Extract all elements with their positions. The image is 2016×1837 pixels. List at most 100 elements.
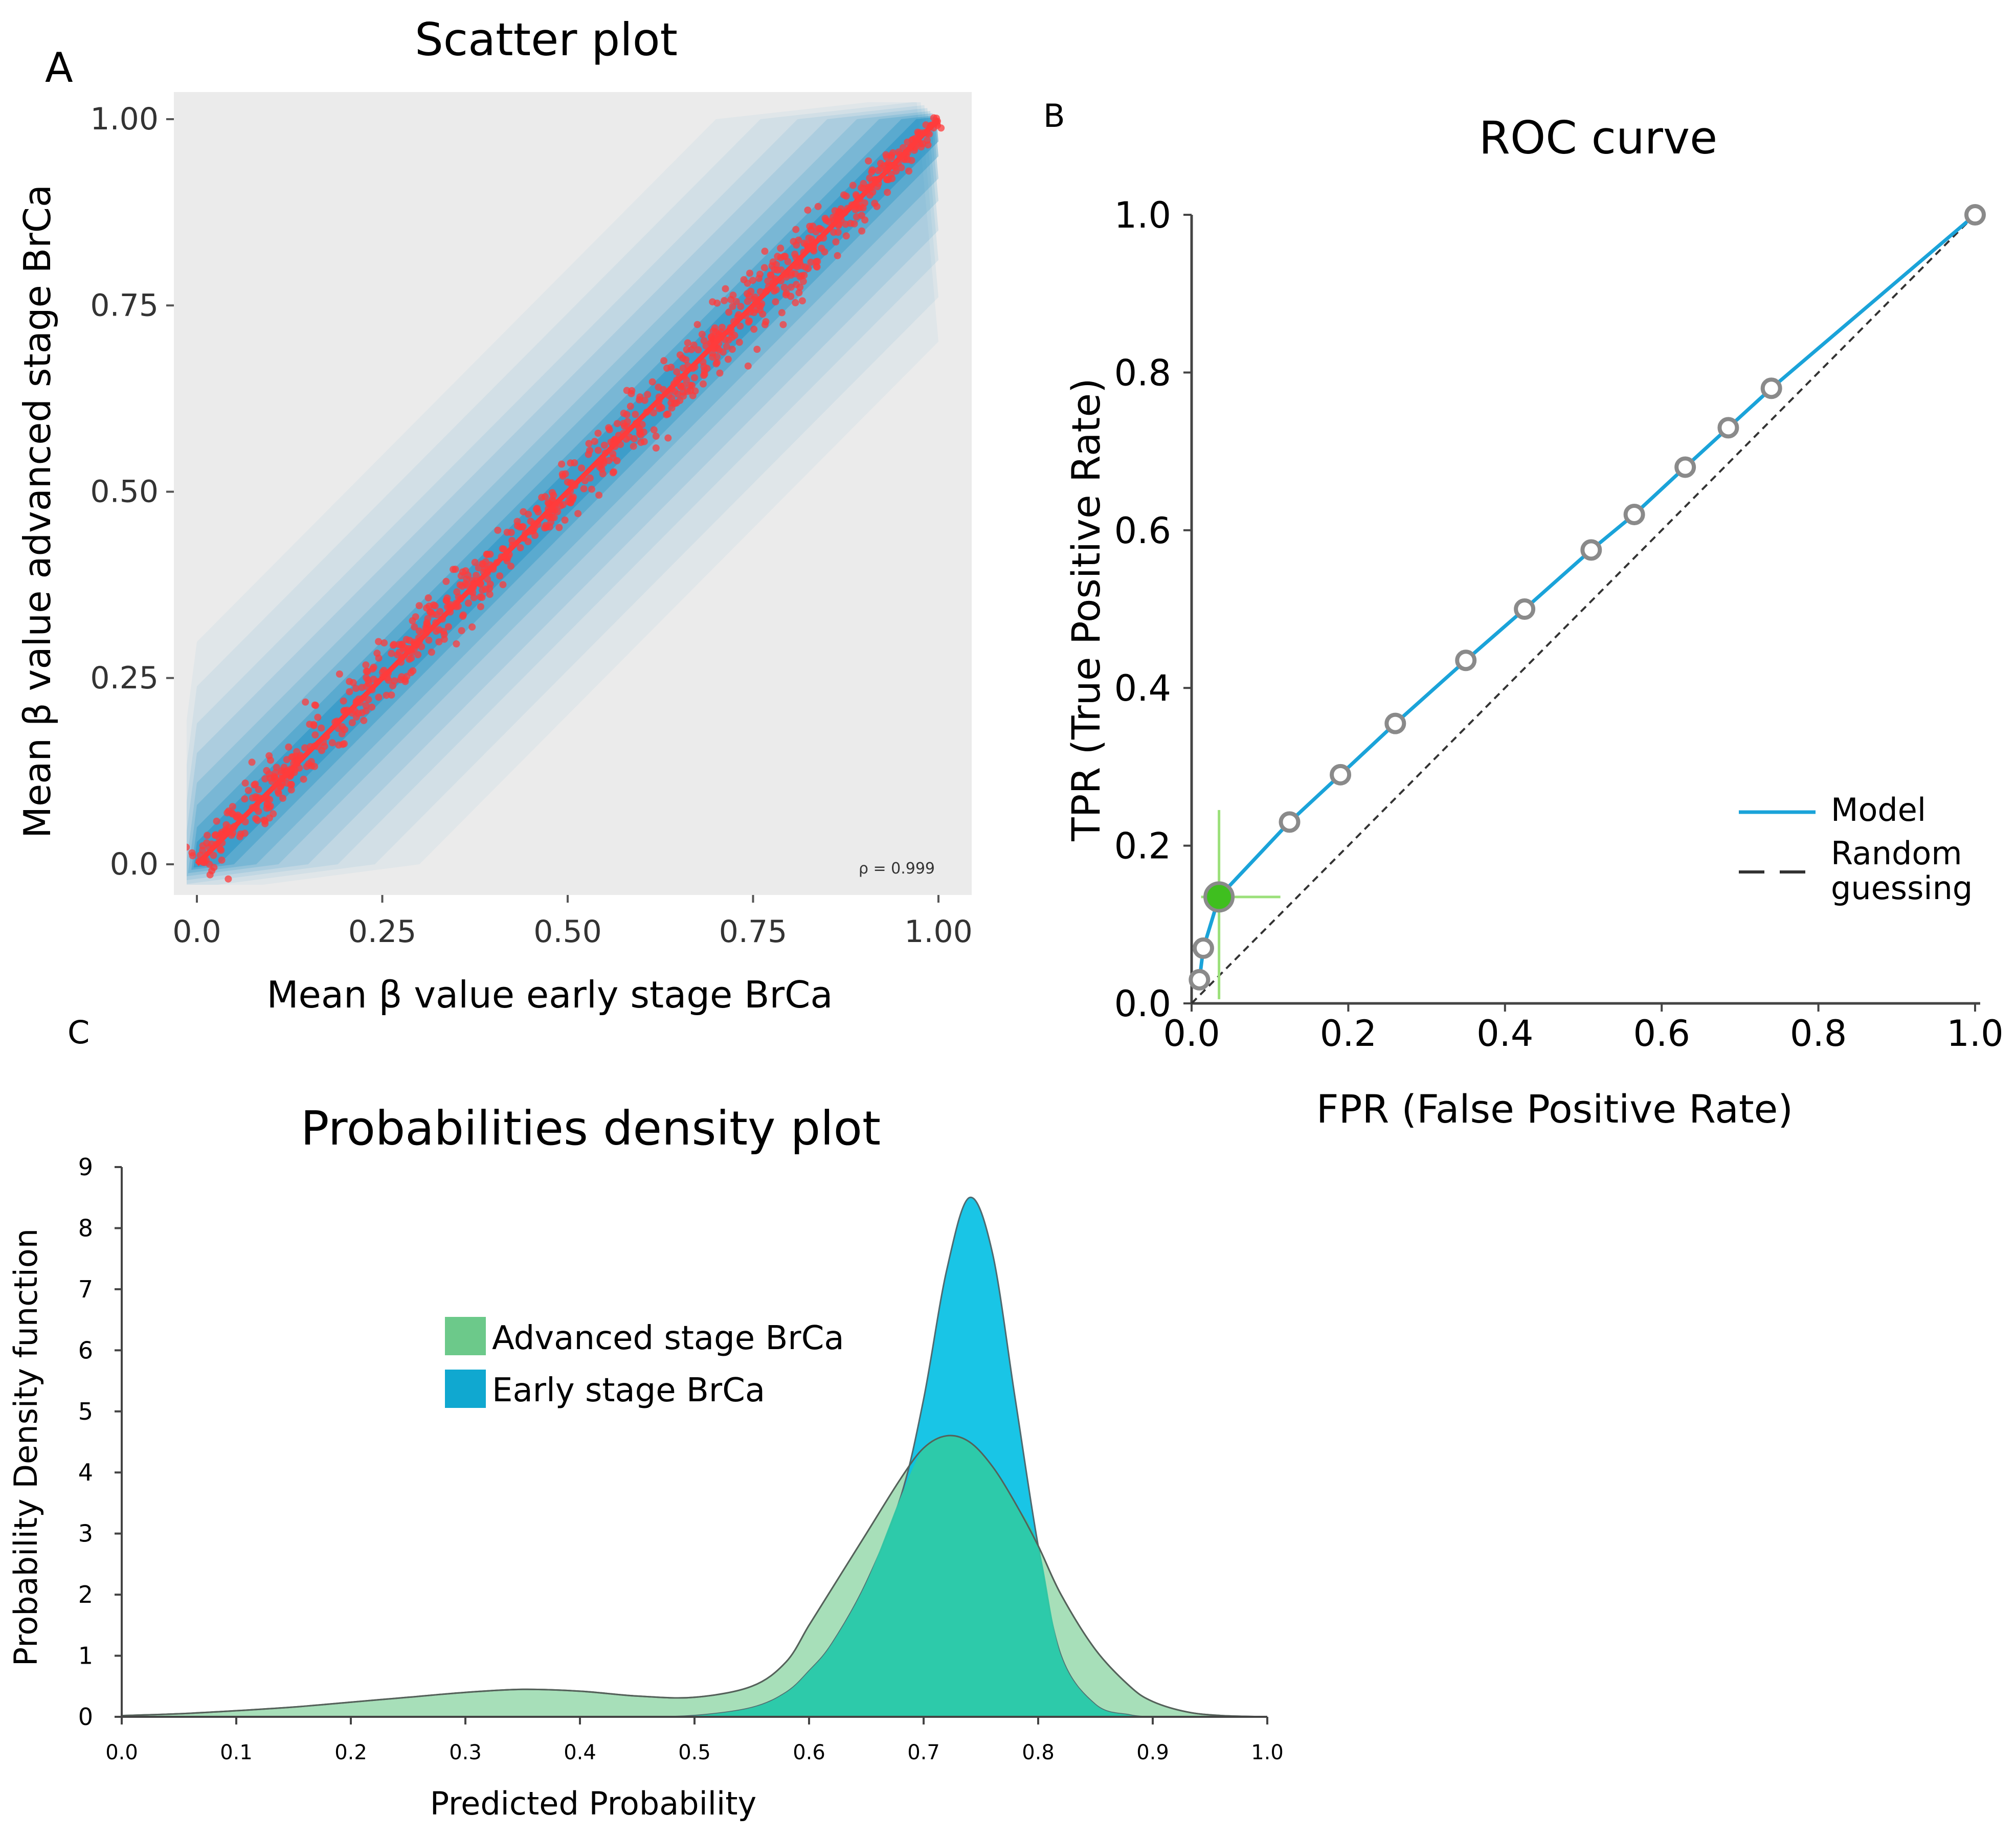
scatter-point bbox=[427, 609, 435, 616]
scatter-point bbox=[753, 346, 761, 353]
scatter-point bbox=[801, 263, 809, 271]
scatter-point bbox=[187, 843, 190, 851]
scatter-point bbox=[383, 691, 390, 699]
density-x-tick-label: 0.5 bbox=[678, 1741, 711, 1764]
scatter-point bbox=[792, 299, 799, 306]
roc-x-tick-label: 0.2 bbox=[1320, 1013, 1377, 1055]
scatter-point bbox=[691, 374, 698, 382]
density-y-tick-label: 6 bbox=[78, 1336, 93, 1364]
scatter-point bbox=[362, 707, 370, 715]
density-y-tick-label: 2 bbox=[78, 1581, 93, 1608]
scatter-point bbox=[213, 817, 220, 825]
scatter-point bbox=[199, 842, 207, 849]
scatter-point bbox=[499, 581, 507, 589]
scatter-point bbox=[452, 566, 459, 573]
scatter-point bbox=[424, 615, 432, 622]
scatter-point bbox=[444, 623, 452, 631]
scatter-point bbox=[346, 688, 353, 696]
scatter-point bbox=[686, 382, 694, 389]
scatter-point bbox=[424, 594, 432, 602]
roc-marker bbox=[1192, 937, 1214, 959]
roc-x-tick-label: 0.0 bbox=[1163, 1013, 1220, 1055]
scatter-point bbox=[365, 696, 372, 703]
scatter-point bbox=[842, 192, 850, 200]
density-x-tick-label: 0.7 bbox=[907, 1741, 940, 1764]
scatter-point bbox=[533, 505, 541, 512]
density-x-tick-label: 0.8 bbox=[1022, 1741, 1055, 1764]
panel-label-a: A bbox=[45, 44, 73, 92]
scatter-point bbox=[779, 321, 787, 328]
scatter-point bbox=[884, 189, 891, 196]
scatter-panel: A Scatter plot ρ = 0.999 0.0 0.25 0.50 0.75… bbox=[16, 13, 973, 1016]
scatter-point bbox=[658, 404, 665, 412]
scatter-point bbox=[709, 353, 716, 361]
scatter-point bbox=[937, 124, 945, 132]
roc-y-tick-label: 0.6 bbox=[1114, 510, 1171, 552]
scatter-point bbox=[722, 285, 729, 293]
scatter-point bbox=[686, 387, 694, 394]
scatter-point bbox=[274, 788, 282, 795]
scatter-point bbox=[636, 396, 643, 404]
scatter-point bbox=[373, 649, 381, 657]
scatter-point bbox=[475, 564, 482, 572]
scatter-point bbox=[401, 644, 409, 652]
scatter-point bbox=[755, 275, 763, 282]
scatter-point bbox=[362, 661, 370, 669]
scatter-point bbox=[673, 399, 680, 407]
scatter-point bbox=[746, 270, 753, 277]
scatter-point bbox=[773, 261, 780, 268]
legend-early-label: Early stage BrCa bbox=[492, 1372, 765, 1409]
scatter-point bbox=[865, 157, 872, 165]
scatter-point bbox=[375, 638, 383, 645]
scatter-point bbox=[790, 238, 797, 245]
scatter-point bbox=[632, 411, 639, 418]
scatter-point bbox=[241, 779, 249, 787]
scatter-point bbox=[561, 517, 569, 524]
scatter-point bbox=[263, 767, 271, 774]
scatter-point bbox=[188, 849, 196, 857]
density-x-ticks: 0.0 0.1 0.2 0.3 0.4 0.5 0.6 0.7 0.8 0.9 1.0 bbox=[105, 1717, 1284, 1764]
scatter-point bbox=[898, 164, 905, 171]
density-y-tick-label: 1 bbox=[78, 1642, 93, 1670]
scatter-point bbox=[273, 764, 280, 771]
scatter-point bbox=[338, 730, 346, 737]
scatter-point bbox=[917, 143, 925, 151]
scatter-point bbox=[595, 491, 603, 499]
scatter-point bbox=[411, 623, 418, 631]
scatter-point bbox=[745, 318, 752, 326]
scatter-point bbox=[525, 510, 532, 518]
scatter-point bbox=[620, 422, 628, 430]
scatter-point bbox=[723, 343, 730, 350]
scatter-point bbox=[732, 298, 740, 305]
scatter-point bbox=[793, 281, 800, 288]
scatter-point bbox=[644, 391, 652, 398]
roc-optimal-point bbox=[1201, 810, 1281, 999]
scatter-point bbox=[513, 518, 521, 525]
scatter-trend-line bbox=[195, 117, 940, 866]
scatter-point bbox=[772, 286, 780, 294]
scatter-point bbox=[866, 174, 873, 182]
scatter-point bbox=[664, 434, 672, 442]
scatter-point bbox=[885, 176, 892, 184]
scatter-point bbox=[767, 271, 774, 279]
scatter-point bbox=[652, 432, 660, 440]
roc-optimal-marker bbox=[1203, 881, 1235, 913]
density-y-tick-label: 0 bbox=[78, 1703, 93, 1731]
scatter-point bbox=[761, 248, 769, 255]
roc-x-tick-label: 0.4 bbox=[1476, 1013, 1533, 1055]
density-y-label: Probability Density function bbox=[7, 1228, 44, 1666]
scatter-point bbox=[736, 322, 744, 330]
scatter-point bbox=[314, 713, 322, 721]
scatter-point bbox=[254, 817, 261, 824]
scatter-point bbox=[558, 460, 566, 468]
scatter-point bbox=[375, 693, 383, 701]
scatter-point bbox=[409, 667, 417, 675]
density-panel: C Probabilities density plot 0.0 0.1 0.2 0.… bbox=[7, 1014, 1284, 1822]
scatter-point bbox=[614, 420, 621, 428]
scatter-point bbox=[605, 457, 613, 464]
roc-panel: B ROC curve 0.0 0.2 0.4 0.6 0.8 1.0 0.0 0.2 0.4… bbox=[1043, 97, 2004, 1132]
scatter-point bbox=[871, 199, 879, 207]
density-x-tick-label: 0.6 bbox=[793, 1741, 825, 1764]
scatter-point bbox=[559, 501, 567, 508]
scatter-point bbox=[503, 528, 511, 536]
